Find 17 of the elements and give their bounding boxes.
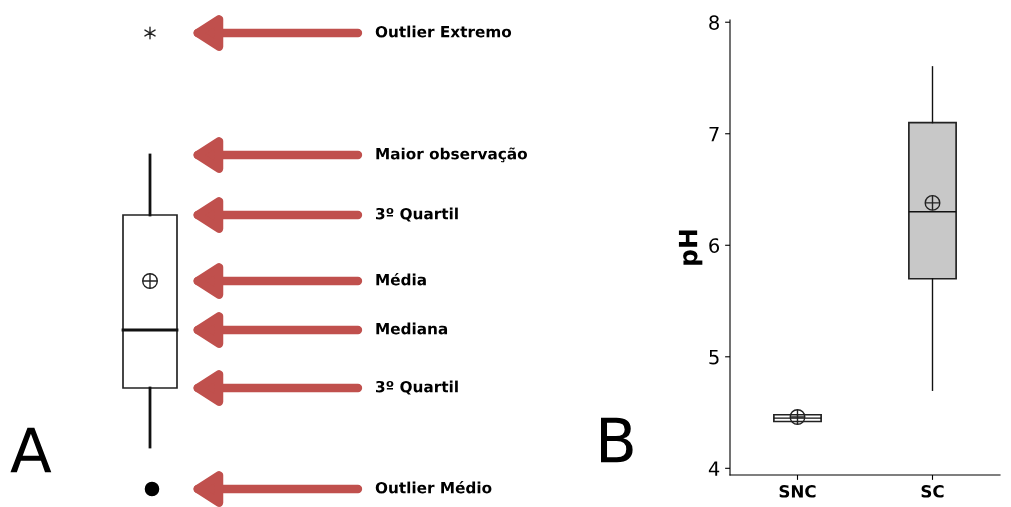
x-tick-label: SC: [921, 485, 944, 498]
text: B: [601, 417, 633, 463]
text: A: [10, 427, 52, 473]
text: Mediana: [376, 322, 448, 335]
text: Média: [376, 273, 426, 286]
y-axis-title: pH: [678, 230, 703, 265]
text: Outlier Extremo: [375, 25, 512, 38]
text: 3º Quartil: [376, 380, 458, 395]
text: Outlier Médio: [375, 481, 492, 494]
y-tick-label: 7: [709, 126, 719, 142]
y-tick-label: 8: [709, 15, 719, 30]
x-tick-label: SNC: [779, 485, 816, 498]
y-tick-label: 4: [708, 461, 720, 476]
y-tick-label: 6: [709, 238, 720, 253]
y-tick-label: 5: [709, 350, 719, 365]
text: 3º Quartil: [376, 207, 458, 222]
text: Maior observação: [376, 147, 527, 163]
